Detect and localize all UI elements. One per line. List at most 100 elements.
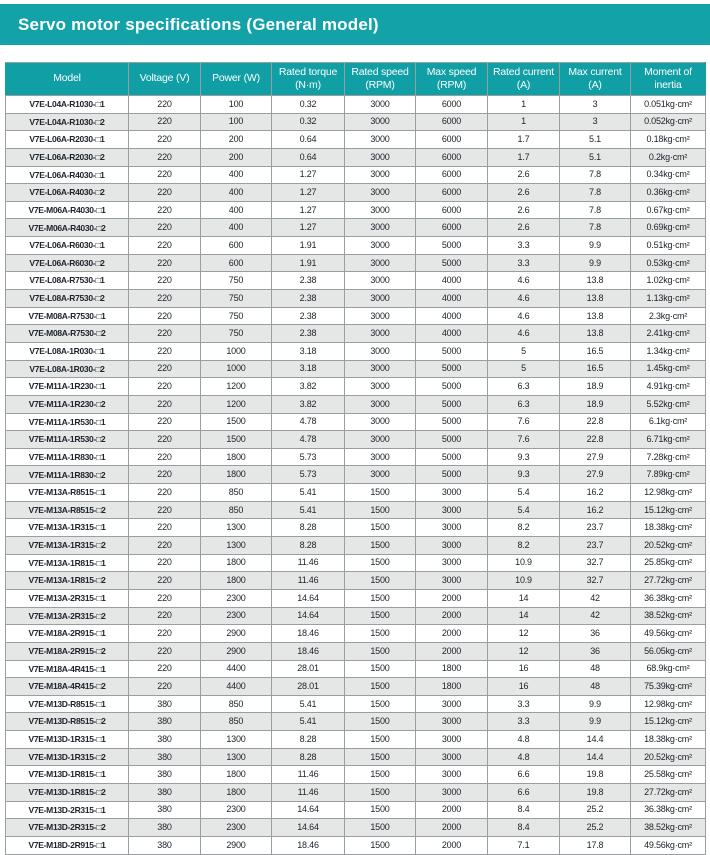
- cell: 5000: [415, 236, 488, 255]
- cell: 1.91: [271, 253, 345, 273]
- cell: 49.56kg·cm²: [630, 835, 706, 855]
- cell: 3000: [344, 412, 416, 432]
- table-row: V7E-M18A-4R415-□2 220 4400 28.01 1500 1800 16 4…: [5, 677, 706, 696]
- cell: 0.052kg·cm²: [630, 112, 706, 132]
- cell: 7.28kg·cm²: [630, 447, 706, 467]
- table-row: V7E-M13A-R8515-□2 220 850 5.41 1500 3000 5.4 16…: [5, 500, 706, 520]
- cell: 75.39kg·cm²: [630, 677, 706, 696]
- cell: 13.8: [559, 271, 631, 291]
- cell: 0.53kg·cm²: [630, 253, 706, 273]
- cell: 1800: [200, 571, 272, 590]
- table-row: V7E-L08A-1R030-□2 220 1000 3.18 3000 5000 5 16.…: [5, 359, 706, 379]
- table-row: V7E-M18A-4R415-□1 220 4400 28.01 1500 1800 16 4…: [5, 659, 706, 679]
- table-row: V7E-M13D-1R315-□2 380 1300 8.28 1500 3000 4.8 1…: [5, 747, 706, 767]
- model-cell: V7E-M18A-4R415-□1: [5, 659, 129, 679]
- cell: 14: [487, 588, 560, 608]
- column-header-rated-torque: Rated torque (N·m): [271, 62, 345, 96]
- cell: 5000: [415, 430, 488, 449]
- cell: 5000: [415, 447, 488, 467]
- cell: 3000: [344, 289, 416, 308]
- cell: 1500: [200, 430, 272, 449]
- page-title: Servo motor specifications (General mode…: [18, 14, 379, 34]
- cell: 4.91kg·cm²: [630, 377, 706, 396]
- cell: 220: [128, 289, 201, 308]
- cell: 3.3: [487, 712, 560, 732]
- table-row: V7E-M11A-1R230-□1 220 1200 3.82 3000 5000 6.3 1…: [5, 377, 706, 396]
- cell: 220: [128, 571, 201, 590]
- cell: 2300: [200, 818, 272, 837]
- cell: 32.7: [559, 553, 631, 573]
- cell: 32.7: [559, 571, 631, 590]
- cell: 16.5: [559, 341, 631, 361]
- cell: 18.46: [271, 624, 345, 643]
- cell: 220: [128, 465, 201, 485]
- table-row: V7E-M13A-1R315-□1 220 1300 8.28 1500 3000 8.2 2…: [5, 518, 706, 538]
- cell: 22.8: [559, 430, 631, 449]
- cell: 19.8: [559, 782, 631, 802]
- table-row: V7E-L08A-1R030-□1 220 1000 3.18 3000 5000 5 16.…: [5, 341, 706, 361]
- cell: 4.6: [487, 289, 560, 308]
- cell: 3000: [344, 306, 416, 326]
- cell: 3000: [344, 465, 416, 485]
- cell: 1500: [344, 659, 416, 679]
- cell: 3000: [415, 518, 488, 538]
- column-header-voltage-v: Voltage (V): [128, 62, 201, 96]
- table-row: V7E-M13D-R8515-□2 380 850 5.41 1500 3000 3.3 9.…: [5, 712, 706, 732]
- model-cell: V7E-L04A-R1030-□2: [5, 112, 129, 132]
- model-cell: V7E-M11A-1R230-□1: [5, 377, 129, 396]
- cell: 11.46: [271, 553, 345, 573]
- cell: 0.32: [271, 112, 345, 132]
- cell: 1800: [415, 659, 488, 679]
- cell: 1.91: [271, 236, 345, 255]
- cell: 220: [128, 341, 201, 361]
- cell: 380: [128, 712, 201, 732]
- cell: 20.52kg·cm²: [630, 747, 706, 767]
- cell: 0.69kg·cm²: [630, 218, 706, 238]
- cell: 2000: [415, 624, 488, 643]
- cell: 2900: [200, 641, 272, 661]
- cell: 3.18: [271, 341, 345, 361]
- cell: 220: [128, 236, 201, 255]
- cell: 380: [128, 747, 201, 767]
- cell: 0.36kg·cm²: [630, 183, 706, 202]
- cell: 4.6: [487, 271, 560, 291]
- spec-table: Model Voltage (V) Power (W) Rated torque (N·…: [5, 62, 706, 855]
- table-row: V7E-M18A-2R915-□2 220 2900 18.46 1500 2000 12 3…: [5, 641, 706, 661]
- cell: 25.2: [559, 818, 631, 837]
- cell: 3000: [344, 147, 416, 167]
- cell: 220: [128, 536, 201, 555]
- cell: 25.58kg·cm²: [630, 765, 706, 784]
- cell: 1800: [415, 677, 488, 696]
- cell: 2.38: [271, 289, 345, 308]
- cell: 4000: [415, 271, 488, 291]
- cell: 1300: [200, 518, 272, 538]
- cell: 4.78: [271, 430, 345, 449]
- cell: 380: [128, 782, 201, 802]
- cell: 13.8: [559, 324, 631, 343]
- table-row: V7E-M13A-1R815-□1 220 1800 11.46 1500 3000 10.…: [5, 553, 706, 573]
- model-cell: V7E-M08A-R7530-□2: [5, 324, 129, 343]
- cell: 1.02kg·cm²: [630, 271, 706, 291]
- column-header-max-speed: Max speed (RPM): [415, 62, 488, 96]
- model-cell: V7E-M13A-1R815-□1: [5, 553, 129, 573]
- cell: 220: [128, 394, 201, 414]
- cell: 0.34kg·cm²: [630, 165, 706, 185]
- model-cell: V7E-M18D-2R915-□1: [5, 835, 129, 855]
- model-cell: V7E-M11A-1R230-□2: [5, 394, 129, 414]
- cell: 3.3: [487, 694, 560, 714]
- title-bar: Servo motor specifications (General mode…: [0, 4, 710, 45]
- table-row: V7E-M13A-1R815-□2 220 1800 11.46 1500 3000 10.…: [5, 571, 706, 590]
- cell: 4000: [415, 289, 488, 308]
- cell: 48: [559, 659, 631, 679]
- model-cell: V7E-M18A-2R915-□1: [5, 624, 129, 643]
- cell: 3000: [344, 112, 416, 132]
- cell: 10.9: [487, 553, 560, 573]
- cell: 1800: [200, 553, 272, 573]
- model-cell: V7E-M18A-4R415-□2: [5, 677, 129, 696]
- cell: 6.71kg·cm²: [630, 430, 706, 449]
- cell: 220: [128, 95, 201, 114]
- cell: 12.98kg·cm²: [630, 483, 706, 502]
- cell: 48: [559, 677, 631, 696]
- cell: 1.27: [271, 218, 345, 238]
- cell: 56.05kg·cm²: [630, 641, 706, 661]
